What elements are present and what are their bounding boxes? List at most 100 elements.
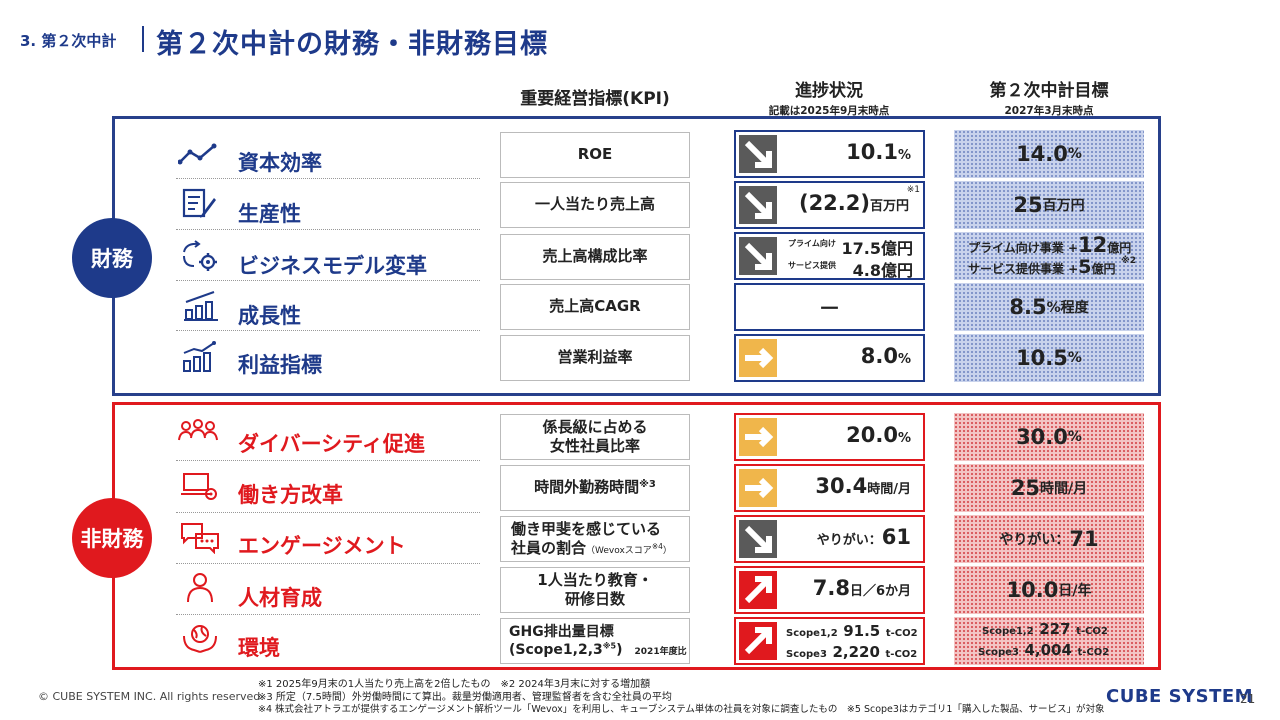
target-cell: プライム向け事業 +12億円 サービス提供事業 +5億円 ※2 <box>954 232 1144 280</box>
footnote-mark: ※2 <box>1120 256 1136 266</box>
bar-chart-icon <box>180 290 220 322</box>
progress-cell: 30.4時間/月 <box>734 464 925 512</box>
sub-label: プライム向け <box>788 239 836 248</box>
kpi-column-header: 重要経営指標(KPI) <box>520 89 670 109</box>
progress-value: 7.8日／6か月 <box>812 576 911 600</box>
category-label: ダイバーシティ促進 <box>238 432 425 456</box>
cycle-gear-icon <box>180 240 220 272</box>
target-cell: 10.5% <box>954 334 1144 382</box>
category-label: 生産性 <box>238 202 301 226</box>
row-divider <box>176 460 480 461</box>
arrow-up-icon <box>739 622 777 660</box>
target-cell: やりがい： 71 <box>954 515 1144 563</box>
footnote: ※3 所定（7.5時間）外労働時間にて算出。裁量労働適用者、管理監督者を含む全社… <box>258 692 672 703</box>
arrow-right-icon <box>739 469 777 507</box>
sub-label: サービス提供 <box>788 261 836 270</box>
arrow-down-icon <box>739 135 777 173</box>
category-label: 人材育成 <box>238 586 322 610</box>
kpi-cell: 営業利益率 <box>500 335 690 381</box>
footnote: ※4 株式会社アトラエが提供するエンゲージメント解析ツール「Wevox」を利用し… <box>258 704 1105 715</box>
target-scope3: Scope3 4,004 t-CO2 <box>978 641 1110 659</box>
title-divider <box>142 26 144 52</box>
row-divider <box>176 178 480 179</box>
row-divider <box>176 229 480 230</box>
row-divider <box>176 280 480 281</box>
progress-cell: 7.8日／6か月 <box>734 566 925 614</box>
page-title: 第２次中計の財務・非財務目標 <box>156 29 548 60</box>
arrow-down-icon <box>739 186 777 224</box>
chat-icon <box>180 522 220 555</box>
sub-value: 17.5億円 <box>841 239 913 258</box>
target-column-header: 第２次中計目標 2027年3月末時点 <box>989 81 1109 117</box>
arrow-down-icon <box>739 520 777 558</box>
progress-cell: 10.1% <box>734 130 925 178</box>
scope12-value: Scope1,2 91.5 t-CO2 <box>786 622 918 640</box>
category-label: 利益指標 <box>238 353 322 377</box>
kpi-cell: 売上高構成比率 <box>500 234 690 280</box>
category-label: ビジネスモデル変革 <box>238 254 427 278</box>
target-line: プライム向け事業 +12億円 <box>968 233 1132 257</box>
category-label: 資本効率 <box>238 151 322 175</box>
progress-cell: Scope1,2 91.5 t-CO2 Scope3 2,220 t-CO2 <box>734 617 925 665</box>
kpi-cell: 売上高CAGR <box>500 284 690 330</box>
kpi-cell: 一人当たり売上高 <box>500 182 690 228</box>
progress-value: やりがい：61 <box>816 525 911 549</box>
progress-value: 8.0% <box>860 344 911 368</box>
progress-cell: 8.0% <box>734 334 925 382</box>
kpi-cell: 係長級に占める 女性社員比率 <box>500 414 690 460</box>
target-cell: Scope1,2 227 t-CO2 Scope3 4,004 t-CO2 <box>954 617 1144 665</box>
kpi-cell: GHG排出量目標 (Scope1,2,3※5) 2021年度比 <box>500 618 690 664</box>
row-divider <box>176 512 480 513</box>
target-scope12: Scope1,2 227 t-CO2 <box>982 620 1108 638</box>
progress-cell: 20.0% <box>734 413 925 461</box>
category-label: 働き方改革 <box>238 483 343 507</box>
category-label: 成長性 <box>238 304 301 328</box>
laptop-gear-icon <box>180 470 220 502</box>
financial-badge: 財務 <box>72 218 152 298</box>
target-cell: 14.0 % <box>954 130 1144 178</box>
target-cell: 25 時間/月 <box>954 464 1144 512</box>
row-divider <box>176 563 480 564</box>
arrow-up-icon <box>739 571 777 609</box>
progress-value: 20.0% <box>846 423 911 447</box>
target-cell: 10.0 日/年 <box>954 566 1144 614</box>
arrow-down-icon <box>739 237 777 275</box>
row-divider <box>176 330 480 331</box>
progress-cell: － <box>734 283 925 331</box>
scope3-value: Scope3 2,220 t-CO2 <box>786 643 918 661</box>
progress-value: (22.2)百万円 <box>798 191 909 215</box>
target-cell: 30.0% <box>954 413 1144 461</box>
sub-value: 4.8億円 <box>852 261 913 280</box>
document-pen-icon <box>180 188 220 220</box>
kpi-cell: 働き甲斐を感じている 社員の割合（Wevoxスコア※4） <box>500 516 690 562</box>
progress-cell: (22.2)百万円 ※1 <box>734 181 925 229</box>
row-divider <box>176 614 480 615</box>
line-chart-icon <box>177 140 218 172</box>
kpi-cell: ROE <box>500 132 690 178</box>
progress-value: 10.1% <box>846 140 911 164</box>
company-logo: CUBE SYSTEM <box>1106 686 1254 707</box>
bar-line-chart-icon <box>180 341 220 373</box>
kpi-cell: 1人当たり教育・ 研修日数 <box>500 567 690 613</box>
person-icon <box>180 572 220 604</box>
target-cell: 8.5 %程度 <box>954 283 1144 331</box>
people-icon <box>178 418 218 450</box>
progress-cell: やりがい：61 <box>734 515 925 563</box>
target-line: サービス提供事業 +5億円 <box>968 256 1116 278</box>
footnote: ※1 2025年9月末の1人当たり売上高を2倍したもの ※2 2024年3月末に… <box>258 679 651 690</box>
progress-cell: プライム向け 17.5億円 サービス提供 4.8億円 <box>734 232 925 280</box>
category-label: 環境 <box>238 636 280 660</box>
copyright: © CUBE SYSTEM INC. All rights reserved. <box>38 690 264 703</box>
arrow-right-icon <box>739 418 777 456</box>
kpi-cell: 時間外勤務時間 ※3 <box>500 465 690 511</box>
footnote-mark: ※1 <box>906 185 920 195</box>
target-cell: 25 百万円 <box>954 181 1144 229</box>
earth-hands-icon <box>180 622 220 654</box>
page-number: 21 <box>1240 692 1256 706</box>
progress-value: 30.4時間/月 <box>815 474 911 498</box>
progress-value: － <box>818 297 841 322</box>
section-label: 3. 第２次中計 <box>20 32 117 50</box>
arrow-right-icon <box>739 339 777 377</box>
progress-column-header: 進捗状況 記載は2025年9月末時点 <box>768 81 890 117</box>
nonfinancial-badge: 非財務 <box>72 498 152 578</box>
